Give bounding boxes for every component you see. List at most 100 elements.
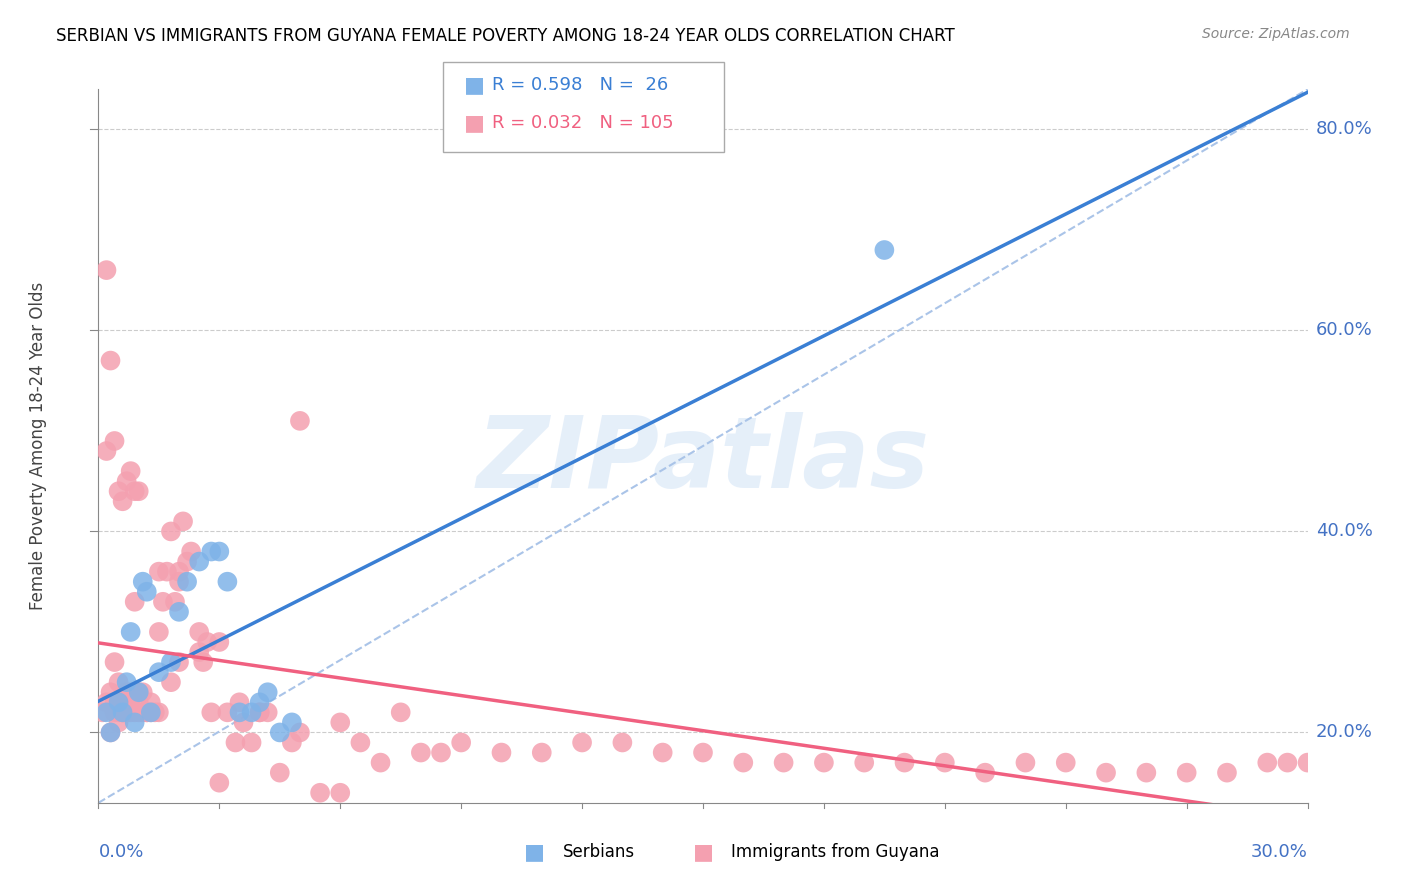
Point [180, 544, 202, 558]
Text: Source: ZipAtlas.com: Source: ZipAtlas.com [1202, 27, 1350, 41]
Point [1296, 756, 1319, 770]
Text: 80.0%: 80.0% [1316, 120, 1372, 138]
Point [217, 706, 239, 720]
Point [111, 706, 134, 720]
Point [135, 706, 157, 720]
Point [91, 706, 114, 720]
Point [103, 434, 125, 448]
Point [115, 706, 138, 720]
Point [249, 706, 271, 720]
Point [143, 706, 166, 720]
Point [156, 565, 179, 579]
Point [100, 725, 122, 739]
Text: SERBIAN VS IMMIGRANTS FROM GUYANA FEMALE POVERTY AMONG 18-24 YEAR OLDS CORRELATI: SERBIAN VS IMMIGRANTS FROM GUYANA FEMALE… [56, 27, 955, 45]
Point [772, 756, 794, 770]
Point [148, 665, 170, 680]
Point [329, 715, 352, 730]
Point [139, 706, 162, 720]
Point [249, 695, 271, 709]
Point [309, 786, 332, 800]
Point [188, 555, 211, 569]
Point [160, 675, 183, 690]
Point [139, 706, 162, 720]
Point [96, 695, 118, 709]
Point [167, 605, 190, 619]
Point [135, 706, 157, 720]
Point [107, 715, 129, 730]
Point [281, 715, 304, 730]
Point [193, 655, 215, 669]
Point [96, 263, 118, 277]
Point [115, 675, 138, 690]
Point [281, 735, 304, 749]
Point [163, 595, 186, 609]
Text: 40.0%: 40.0% [1316, 523, 1372, 541]
Point [124, 595, 146, 609]
Point [172, 515, 194, 529]
Point [148, 706, 170, 720]
Point [152, 595, 174, 609]
Point [128, 685, 150, 699]
Text: R = 0.598   N =  26: R = 0.598 N = 26 [492, 76, 668, 94]
Point [389, 706, 412, 720]
Point [571, 735, 593, 749]
Point [240, 706, 263, 720]
Point [111, 494, 134, 508]
Point [124, 484, 146, 499]
Point [188, 624, 211, 639]
Point [269, 725, 291, 739]
Point [107, 484, 129, 499]
Point [1216, 765, 1239, 780]
Point [195, 635, 218, 649]
Point [103, 695, 125, 709]
Text: 30.0%: 30.0% [1251, 843, 1308, 861]
Point [974, 765, 997, 780]
Point [256, 685, 278, 699]
Point [450, 735, 472, 749]
Point [228, 695, 250, 709]
Text: Female Poverty Among 18-24 Year Olds: Female Poverty Among 18-24 Year Olds [30, 282, 46, 610]
Point [1277, 756, 1299, 770]
Point [167, 574, 190, 589]
Point [329, 786, 352, 800]
Point [733, 756, 755, 770]
Point [148, 565, 170, 579]
Point [873, 243, 896, 257]
Point [176, 555, 198, 569]
Point [160, 524, 183, 539]
Point [530, 746, 553, 760]
Point [96, 706, 118, 720]
Point [128, 685, 150, 699]
Point [100, 725, 122, 739]
Point [160, 655, 183, 669]
Text: ■: ■ [693, 842, 713, 862]
Point [1054, 756, 1077, 770]
Point [349, 735, 371, 749]
Point [100, 685, 122, 699]
Point [228, 706, 250, 720]
Text: ZIPatlas: ZIPatlas [477, 412, 929, 508]
Point [200, 706, 222, 720]
Point [430, 746, 453, 760]
Point [409, 746, 432, 760]
Point [139, 695, 162, 709]
Point [120, 464, 142, 478]
Point [249, 706, 271, 720]
Point [103, 655, 125, 669]
Point [813, 756, 835, 770]
Point [612, 735, 634, 749]
Point [176, 574, 198, 589]
Point [132, 685, 155, 699]
Point [167, 565, 190, 579]
Point [893, 756, 915, 770]
Point [124, 715, 146, 730]
Point [651, 746, 673, 760]
Point [208, 775, 231, 789]
Point [224, 735, 246, 749]
Text: 0.0%: 0.0% [98, 843, 143, 861]
Point [128, 484, 150, 499]
Point [1014, 756, 1036, 770]
Text: ■: ■ [524, 842, 544, 862]
Text: Immigrants from Guyana: Immigrants from Guyana [731, 843, 939, 861]
Point [370, 756, 392, 770]
